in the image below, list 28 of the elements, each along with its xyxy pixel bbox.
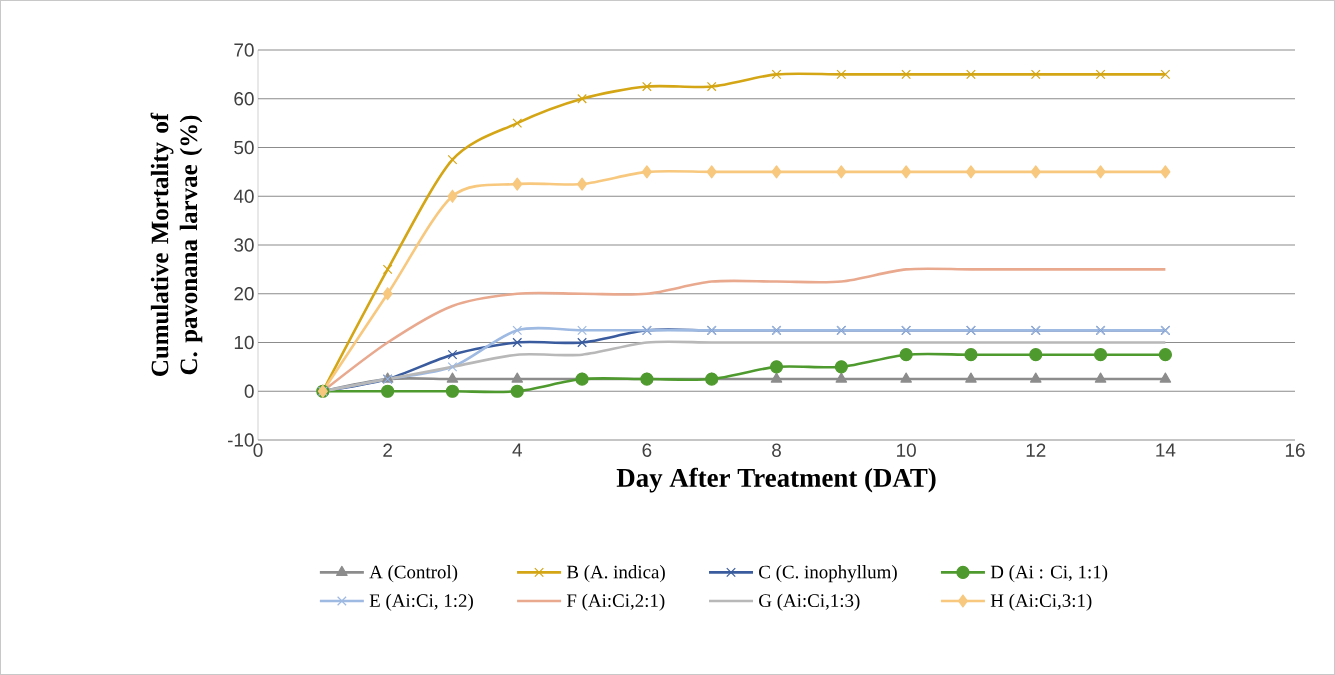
- legend-label: D (Ai : Ci, 1:1): [990, 565, 1108, 583]
- legend-label: G (Ai:Ci,1:3): [759, 593, 860, 611]
- x-tick-label: 0: [253, 443, 263, 457]
- x-tick-label: 12: [1026, 443, 1046, 457]
- y-tick-label: 0: [244, 384, 254, 398]
- y-tick-label: -10: [227, 433, 254, 447]
- x-tick-label: 8: [772, 443, 781, 457]
- x-tick-label: 2: [383, 443, 392, 457]
- legend-label: E (Ai:Ci, 1:2): [369, 593, 473, 611]
- y-tick-label: 10: [234, 335, 254, 350]
- y-tick-label: 30: [234, 238, 254, 252]
- x-tick-label: 16: [1285, 443, 1305, 457]
- legend-label: F (Ai:Ci,2:1): [566, 593, 665, 611]
- legend-label: B (A. indica): [566, 565, 665, 583]
- x-tick-label: 6: [642, 443, 652, 457]
- y-tick-label: 40: [233, 189, 254, 203]
- legend-label: A (Control): [369, 565, 458, 583]
- y-axis-title: Cumulative Mortality of C. pavonana larvae (%): [150, 112, 203, 376]
- y-tick-label: 70: [234, 43, 254, 57]
- x-tick-label: 14: [1156, 443, 1176, 457]
- legend-label: C (C. inophyllum): [759, 565, 897, 583]
- y-tick-label: 60: [234, 92, 254, 106]
- legend-label: H (Ai:Ci,3:1): [990, 593, 1092, 611]
- y-tick-label: 20: [234, 287, 254, 301]
- y-tick-label: 50: [234, 140, 254, 155]
- x-axis-title: Day After Treatment (DAT): [616, 467, 936, 493]
- x-tick-label: 4: [512, 443, 522, 457]
- x-tick-label: 10: [897, 443, 916, 457]
